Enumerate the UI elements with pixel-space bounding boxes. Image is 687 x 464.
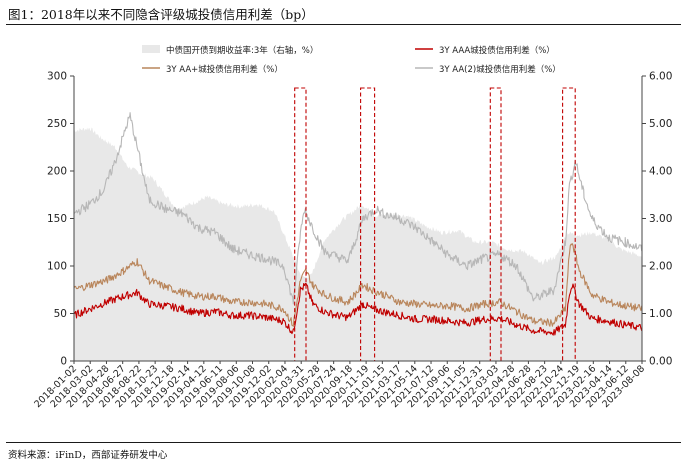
legend-label-3: 3Y AA(2)城投债信用利差（%） — [439, 64, 561, 75]
legend-label-1: 3Y AAA城投债信用利差（%） — [439, 45, 555, 56]
y-tick-label: 300 — [47, 71, 67, 83]
area-layer — [74, 127, 642, 361]
y-tick-label: 250 — [47, 118, 67, 130]
y2-tick-label: 6.00 — [649, 71, 672, 83]
series-line-3 — [73, 112, 643, 305]
y2-tick-label: 3.00 — [649, 213, 672, 225]
series-line-1 — [73, 282, 643, 336]
y-tick-label: 100 — [47, 261, 67, 273]
series-line-2 — [73, 243, 643, 327]
y2-tick-label: 4.00 — [649, 166, 672, 178]
y2-tick-label: 2.00 — [649, 261, 672, 273]
y2-tick-label: 5.00 — [649, 118, 672, 130]
bottom-rule — [6, 442, 681, 443]
legend-swatch-0 — [142, 45, 160, 53]
y2-tick-label: 1.00 — [649, 308, 672, 320]
y-tick-label: 200 — [47, 166, 67, 178]
y-tick-label: 0 — [60, 356, 67, 368]
y-tick-label: 150 — [47, 213, 67, 225]
top-rule — [6, 24, 681, 25]
y-tick-label: 50 — [54, 308, 67, 320]
y2-tick-label: 0.00 — [649, 356, 672, 368]
figure-title: 图1：2018年以来不同隐含评级城投债信用利差（bp） — [8, 7, 314, 22]
legend-label-2: 3Y AA+城投债信用利差（%） — [166, 64, 283, 75]
axis-layer: 0 50 100 150 200 250 300 0.00 1.00 2.00 3.00 4.00 5.… — [32, 71, 672, 411]
series-area-yield — [74, 127, 642, 361]
source-note: 资料来源：iFinD，西部证券研发中心 — [8, 450, 168, 461]
line-layer — [73, 112, 643, 336]
legend-label-0: 中债国开债到期收益率:3年（右轴，%） — [166, 45, 318, 56]
legend-layer: 中债国开债到期收益率:3年（右轴，%） 3Y AAA城投债信用利差（%） 3Y AA… — [142, 45, 561, 75]
